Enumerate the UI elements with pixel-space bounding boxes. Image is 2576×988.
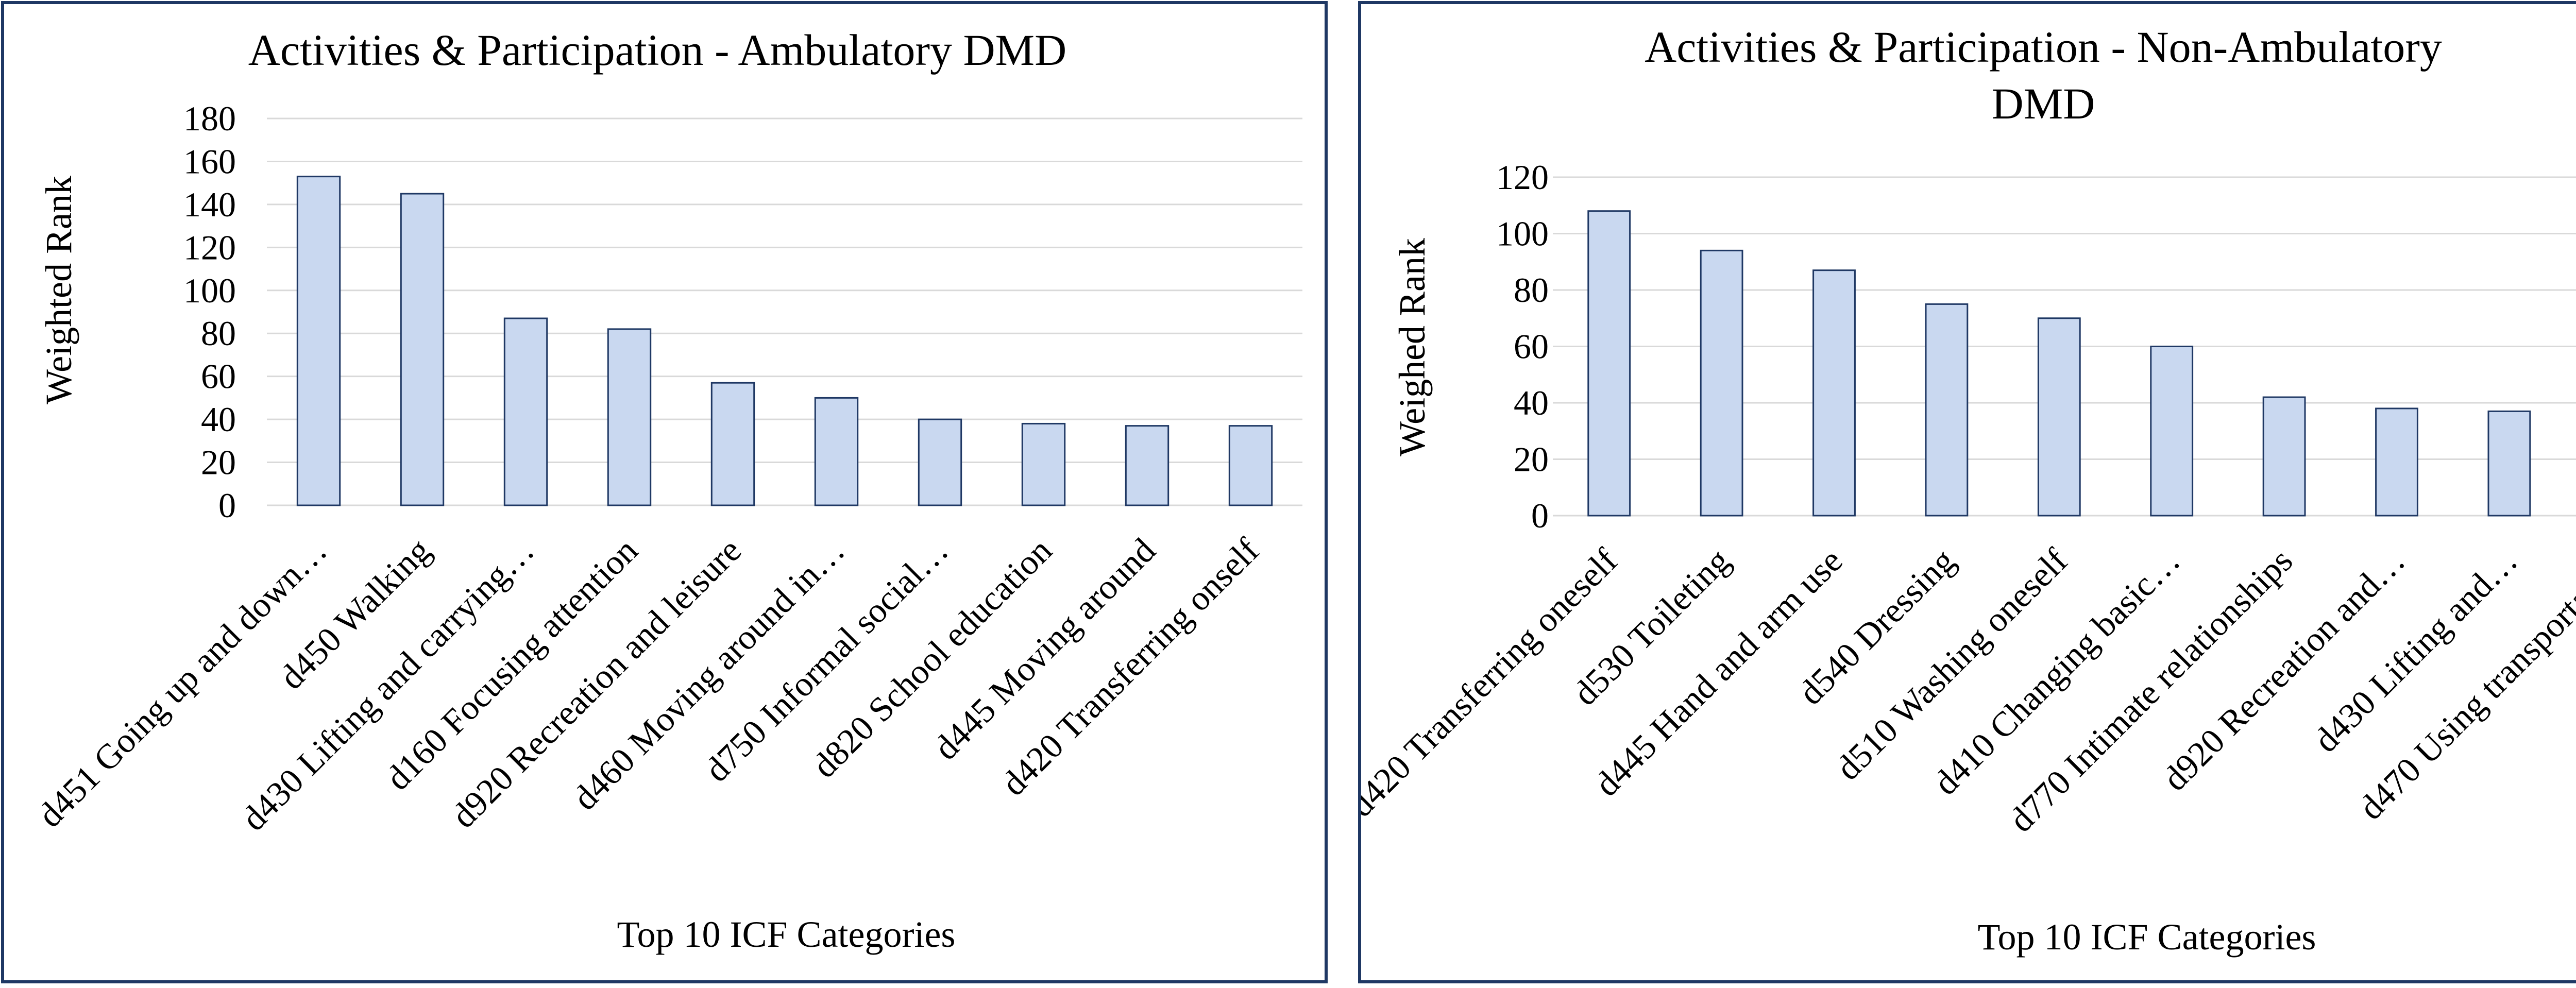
bar bbox=[2262, 396, 2306, 517]
x-axis-title: Top 10 ICF Categories bbox=[1978, 916, 2316, 958]
y-axis-title: Weighted Rank bbox=[38, 176, 79, 404]
bar bbox=[2375, 407, 2418, 517]
y-tick-label: 0 bbox=[218, 486, 236, 525]
chart-title-line-1: Activities & Participation - Non-Ambulat… bbox=[1645, 22, 2442, 72]
left-chart-panel: Activities & Participation - Ambulatory … bbox=[1, 1, 1328, 983]
y-axis-title: Weighed Rank bbox=[1392, 238, 1433, 456]
y-tick-label: 120 bbox=[1496, 158, 1549, 197]
y-tick-label: 60 bbox=[1514, 327, 1549, 366]
right-chart-panel: Activities & Participation - Non-Ambulat… bbox=[1358, 1, 2576, 983]
bar bbox=[814, 397, 859, 506]
y-tick-label: 160 bbox=[183, 142, 236, 181]
bar bbox=[1812, 269, 1856, 517]
y-tick-label: 100 bbox=[183, 271, 236, 310]
y-tick-label: 0 bbox=[1531, 496, 1549, 535]
right-chart: Activities & Participation - Non-Ambulat… bbox=[1361, 22, 2576, 958]
bar bbox=[400, 193, 445, 506]
bar bbox=[296, 176, 341, 506]
bar bbox=[503, 317, 548, 506]
bar bbox=[2037, 317, 2081, 517]
y-tick-label: 80 bbox=[201, 314, 236, 353]
y-tick-label: 20 bbox=[1514, 440, 1549, 479]
bar bbox=[1125, 425, 1170, 506]
bar bbox=[1228, 425, 1273, 506]
chart-title-line-2: DMD bbox=[1992, 79, 2095, 128]
bar bbox=[2150, 346, 2194, 517]
bar bbox=[1700, 249, 1743, 517]
y-tick-label: 180 bbox=[183, 99, 236, 138]
bar bbox=[1021, 422, 1066, 506]
y-tick-label: 80 bbox=[1514, 270, 1549, 310]
y-tick-label: 60 bbox=[201, 357, 236, 396]
x-category-label: d430 Lifting and… bbox=[2306, 541, 2525, 760]
y-tick-label: 20 bbox=[201, 443, 236, 482]
x-axis-title: Top 10 ICF Categories bbox=[617, 914, 956, 955]
y-tick-label: 40 bbox=[201, 400, 236, 439]
y-tick-label: 100 bbox=[1496, 214, 1549, 253]
y-tick-label: 120 bbox=[183, 228, 236, 267]
chart-title: Activities & Participation - Ambulatory … bbox=[248, 25, 1066, 75]
bar bbox=[918, 418, 962, 506]
bar bbox=[607, 328, 652, 506]
left-chart: Activities & Participation - Ambulatory … bbox=[30, 25, 1302, 955]
bar bbox=[2487, 410, 2531, 517]
y-tick-label: 40 bbox=[1514, 383, 1549, 422]
bar bbox=[710, 382, 755, 506]
bar bbox=[1925, 303, 1969, 517]
y-tick-label: 140 bbox=[183, 185, 236, 224]
bar bbox=[1587, 210, 1631, 517]
